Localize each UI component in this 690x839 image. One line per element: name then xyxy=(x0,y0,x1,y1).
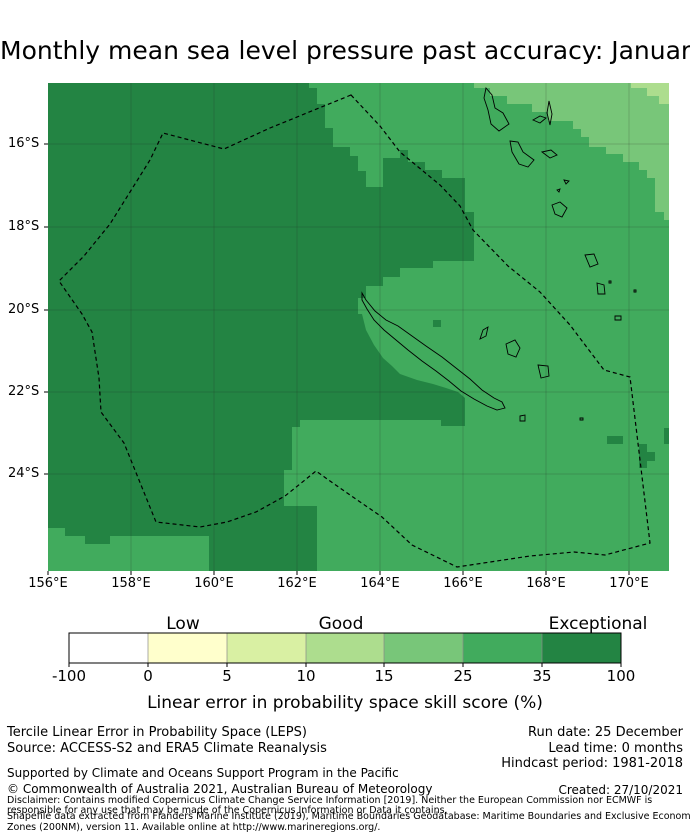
colorbar-tick-label: 5 xyxy=(222,667,232,685)
colorbar xyxy=(68,632,622,667)
disclaimer-line: responsible for any use that may be made… xyxy=(7,805,448,816)
lon-tick-label: 166°E xyxy=(443,576,483,591)
method-text: Tercile Linear Error in Probability Spac… xyxy=(7,725,307,740)
vanuatu-efate xyxy=(551,201,568,218)
source-text: Source: ACCESS-S2 and ERA5 Climate Reana… xyxy=(7,741,327,756)
islet xyxy=(563,179,570,185)
new-caledonia-mainland xyxy=(361,291,506,411)
support-text: Supported by Climate and Oceans Support … xyxy=(7,766,399,780)
coastlines xyxy=(361,87,637,422)
isle-of-pines xyxy=(519,414,526,422)
colorbar-bin xyxy=(69,633,148,663)
colorbar-category-low: Low xyxy=(166,614,200,634)
colorbar-tick-label: 35 xyxy=(532,667,552,685)
hindcast-period: Hindcast period: 1981-2018 xyxy=(501,756,683,771)
colorbar-category-exceptional: Exceptional xyxy=(548,614,648,634)
raster-cell xyxy=(433,320,441,327)
run-date: Run date: 25 December xyxy=(528,725,683,740)
islet xyxy=(608,280,612,284)
colorbar-tick-label: 100 xyxy=(606,667,636,685)
vanuatu-espiritu-santo xyxy=(483,87,510,132)
vanuatu-erromango xyxy=(584,253,599,268)
axis-ticks xyxy=(44,143,630,575)
graticule xyxy=(48,83,669,571)
colorbar-tick-label: 25 xyxy=(453,667,473,685)
colorbar-category-good: Good xyxy=(318,614,364,634)
lon-tick-label: 164°E xyxy=(360,576,400,591)
colorbar-title: Linear error in probability space skill … xyxy=(147,693,543,713)
colorbar-bin xyxy=(306,633,384,663)
vanuatu-aneityum xyxy=(614,315,622,321)
vanuatu-pentecost xyxy=(546,100,553,126)
colorbar-bin xyxy=(542,633,621,663)
colorbar-tick-label: 0 xyxy=(143,667,153,685)
skill-raster xyxy=(48,83,669,571)
colorbar-tick-label: 10 xyxy=(296,667,316,685)
raster-cell xyxy=(647,452,655,461)
map-title: Monthly mean sea level pressure past acc… xyxy=(0,36,690,65)
disclaimer-line: Shapefile data extracted from Flanders M… xyxy=(7,811,690,822)
colorbar-bin xyxy=(148,633,227,663)
islet xyxy=(579,417,584,421)
islet xyxy=(556,188,561,193)
raster-class-35-100-west xyxy=(48,83,474,571)
lead-time: Lead time: 0 months xyxy=(548,741,683,756)
colorbar-bin xyxy=(227,633,306,663)
colorbar-tick-label: -100 xyxy=(51,667,87,685)
raster-cell xyxy=(607,436,623,444)
disclaimer-line: Disclaimer: Contains modified Copernicus… xyxy=(7,795,653,806)
raster-cell xyxy=(664,428,669,444)
lon-tick-label: 158°E xyxy=(111,576,151,591)
loyalty-island-lifou xyxy=(505,339,521,358)
copyright-text: © Commonwealth of Australia 2021, Austra… xyxy=(7,782,433,796)
vanuatu-tanna xyxy=(596,282,606,295)
lon-tick-label: 160°E xyxy=(194,576,234,591)
lat-tick-label: 18°S xyxy=(8,219,40,234)
lon-tick-label: 170°E xyxy=(609,576,649,591)
lat-tick-label: 24°S xyxy=(8,466,40,481)
raster-class-10-15-corner xyxy=(631,83,669,104)
colorbar-tick-label: 15 xyxy=(374,667,394,685)
vanuatu-ambae xyxy=(531,115,547,124)
raster-cell xyxy=(639,444,647,468)
lon-tick-label: 156°E xyxy=(28,576,68,591)
eez-boundary xyxy=(58,94,651,568)
loyalty-island-ouvea xyxy=(479,326,489,340)
disclaimer-line: Zones (200NM), version 11. Available onl… xyxy=(7,822,381,833)
colorbar-bin xyxy=(384,633,463,663)
loyalty-island-mare xyxy=(537,364,550,379)
colorbar-bin xyxy=(463,633,542,663)
lat-tick-label: 22°S xyxy=(8,384,40,399)
raster-class-15-25-ne xyxy=(474,83,669,220)
lon-tick-label: 168°E xyxy=(526,576,566,591)
vanuatu-ambrym xyxy=(540,149,558,159)
created-date: Created: 27/10/2021 xyxy=(558,783,683,797)
lon-tick-label: 162°E xyxy=(277,576,317,591)
vanuatu-malekula xyxy=(509,140,535,168)
colorbar-frame xyxy=(68,632,622,664)
lat-tick-label: 16°S xyxy=(8,136,40,151)
islet xyxy=(633,289,637,293)
lat-tick-label: 20°S xyxy=(8,302,40,317)
